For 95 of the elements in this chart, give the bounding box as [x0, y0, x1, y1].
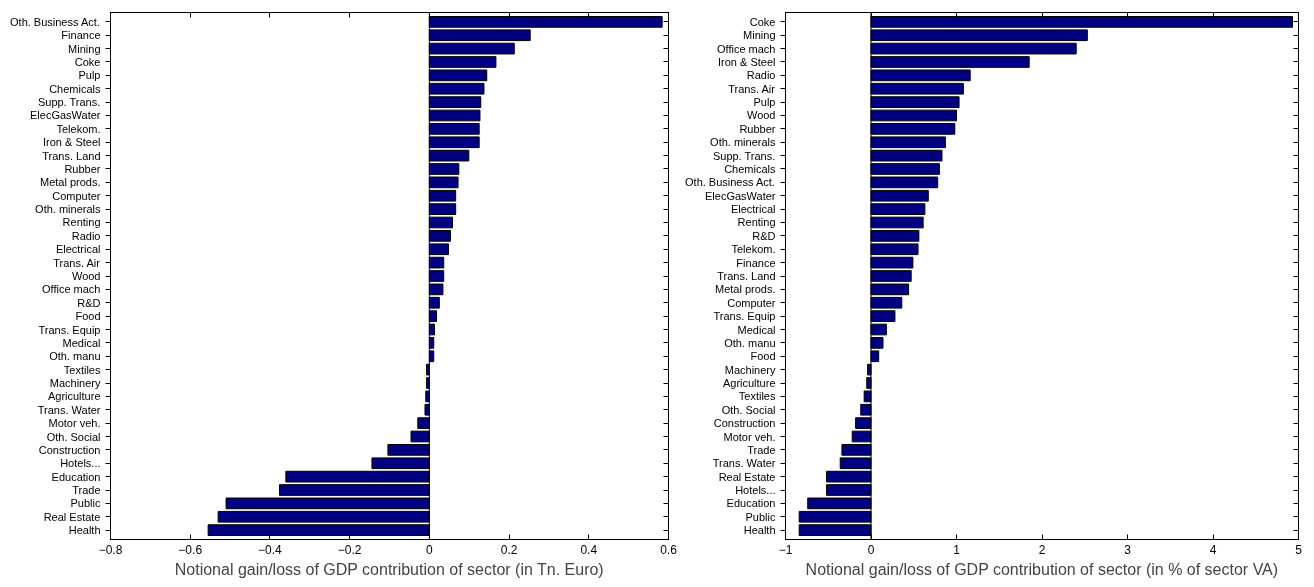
x-tick-label: 1: [953, 542, 961, 557]
y-tick-label: Motor veh.: [48, 417, 101, 430]
x-tick-label: 5: [1295, 542, 1303, 557]
y-tick-label: Oth. minerals: [35, 203, 101, 216]
y-tick-label: Office mach: [717, 42, 776, 55]
y-tick-label: Renting: [737, 216, 776, 229]
y-tick-label: Iron & Steel: [43, 136, 101, 149]
y-tick-label: Agriculture: [722, 377, 776, 390]
y-tick-label: Oth. minerals: [710, 136, 776, 149]
y-tick-label: Trans. Land: [42, 149, 101, 162]
y-tick-label: Electrical: [55, 243, 101, 256]
y-tick-label: Trade: [747, 443, 776, 456]
y-tick-label: Telekom.: [56, 122, 101, 135]
y-tick-label: R&D: [752, 229, 776, 242]
y-tick-label: Real Estate: [718, 470, 776, 483]
y-tick-label: Construction: [713, 417, 776, 430]
x-axis-title: Notional gain/loss of GDP contribution of sector (in Tn. Euro): [174, 560, 604, 578]
y-tick-label: Agriculture: [47, 390, 101, 403]
y-tick-label: Oth. Business Act.: [685, 176, 775, 189]
y-tick-label: Health: [743, 524, 776, 537]
y-tick-label: Textiles: [738, 390, 776, 403]
y-tick-label: Real Estate: [43, 510, 101, 523]
y-tick-label: Rubber: [739, 122, 776, 135]
y-tick-label: Computer: [727, 296, 776, 309]
y-tick-label: Education: [51, 470, 101, 483]
y-tick-label: Radio: [71, 229, 101, 242]
y-tick-label: Oth. manu: [49, 350, 101, 363]
y-tick-label: Radio: [746, 69, 776, 82]
y-tick-label: Coke: [749, 15, 776, 28]
y-tick-label: Trans. Water: [37, 403, 101, 416]
x-tick-label: −0.4: [258, 542, 283, 557]
y-tick-label: Machinery: [724, 363, 776, 376]
y-tick-label: Wood: [71, 270, 101, 282]
x-tick-label: 0.4: [580, 542, 598, 557]
y-tick-label: Metal prods.: [714, 283, 776, 296]
x-axis-title: Notional gain/loss of GDP contribution of sector (in % of sector VA): [805, 560, 1279, 578]
y-tick-label: Health: [68, 524, 101, 537]
x-tick-label: 4: [1209, 542, 1217, 557]
y-tick-label: Finance: [61, 29, 101, 42]
y-tick-label: Mining: [743, 29, 776, 42]
x-tick-label: −0.6: [178, 542, 203, 557]
y-tick-label: Machinery: [49, 377, 101, 390]
y-tick-label: Wood: [746, 109, 776, 122]
x-tick-label: −0.2: [337, 542, 362, 557]
y-tick-label: Supp. Trans.: [712, 149, 776, 162]
y-tick-label: Trans. Air: [53, 256, 101, 269]
y-tick-label: Oth. manu: [724, 336, 776, 349]
y-tick-label: Hotels...: [60, 457, 101, 470]
y-tick-label: Chemicals: [724, 162, 776, 175]
y-tick-label: Rubber: [64, 162, 101, 175]
y-tick-label: Electrical: [730, 203, 776, 216]
y-tick-label: Oth. Social: [721, 403, 776, 416]
y-tick-label: Finance: [736, 256, 776, 269]
y-tick-label: Iron & Steel: [718, 55, 776, 68]
y-tick-label: Computer: [52, 189, 101, 202]
y-tick-label: Mining: [68, 42, 101, 55]
y-tick-label: Food: [750, 350, 776, 363]
y-tick-label: Supp. Trans.: [37, 96, 101, 109]
y-tick-label: Coke: [74, 55, 101, 68]
x-tick-label: 3: [1124, 542, 1132, 557]
x-tick-label: 0.2: [500, 542, 518, 557]
y-tick-label: Motor veh.: [723, 430, 776, 443]
y-tick-label: Pulp: [753, 96, 776, 109]
y-tick-label: Textiles: [63, 363, 101, 376]
y-tick-label: Education: [726, 497, 776, 510]
y-tick-label: Public: [70, 497, 101, 510]
x-tick-label: 0: [867, 542, 875, 557]
y-tick-label: Hotels...: [735, 484, 776, 497]
y-tick-label: Metal prods.: [39, 176, 101, 189]
y-tick-label: Construction: [38, 443, 101, 456]
y-tick-label: Oth. Business Act.: [10, 15, 100, 28]
y-tick-label: R&D: [77, 296, 101, 309]
y-tick-label: Trans. Equip: [38, 323, 101, 336]
x-tick-label: 0.6: [660, 542, 678, 557]
y-tick-label: Trade: [72, 484, 101, 497]
y-tick-label: Medical: [62, 336, 101, 349]
y-tick-label: Trans. Land: [717, 270, 776, 282]
y-tick-label: Telekom.: [731, 243, 776, 256]
y-tick-label: Food: [75, 310, 101, 323]
x-tick-label: 0: [426, 542, 434, 557]
y-tick-label: Trans. Air: [728, 82, 776, 95]
y-tick-label: Chemicals: [49, 82, 101, 95]
y-tick-label: Renting: [62, 216, 101, 229]
y-tick-label: Trans. Equip: [713, 310, 776, 323]
y-tick-label: Public: [745, 510, 776, 523]
y-tick-label: Trans. Water: [712, 457, 776, 470]
y-tick-label: Pulp: [78, 69, 101, 82]
y-tick-label: Office mach: [42, 283, 101, 296]
y-tick-label: ElecGasWater: [705, 189, 776, 202]
y-tick-label: Oth. Social: [46, 430, 101, 443]
x-tick-label: 2: [1038, 542, 1046, 557]
y-tick-label: Medical: [737, 323, 776, 336]
x-tick-label: −0.8: [98, 542, 123, 557]
y-tick-label: ElecGasWater: [30, 109, 101, 122]
x-tick-label: −1: [778, 542, 793, 557]
